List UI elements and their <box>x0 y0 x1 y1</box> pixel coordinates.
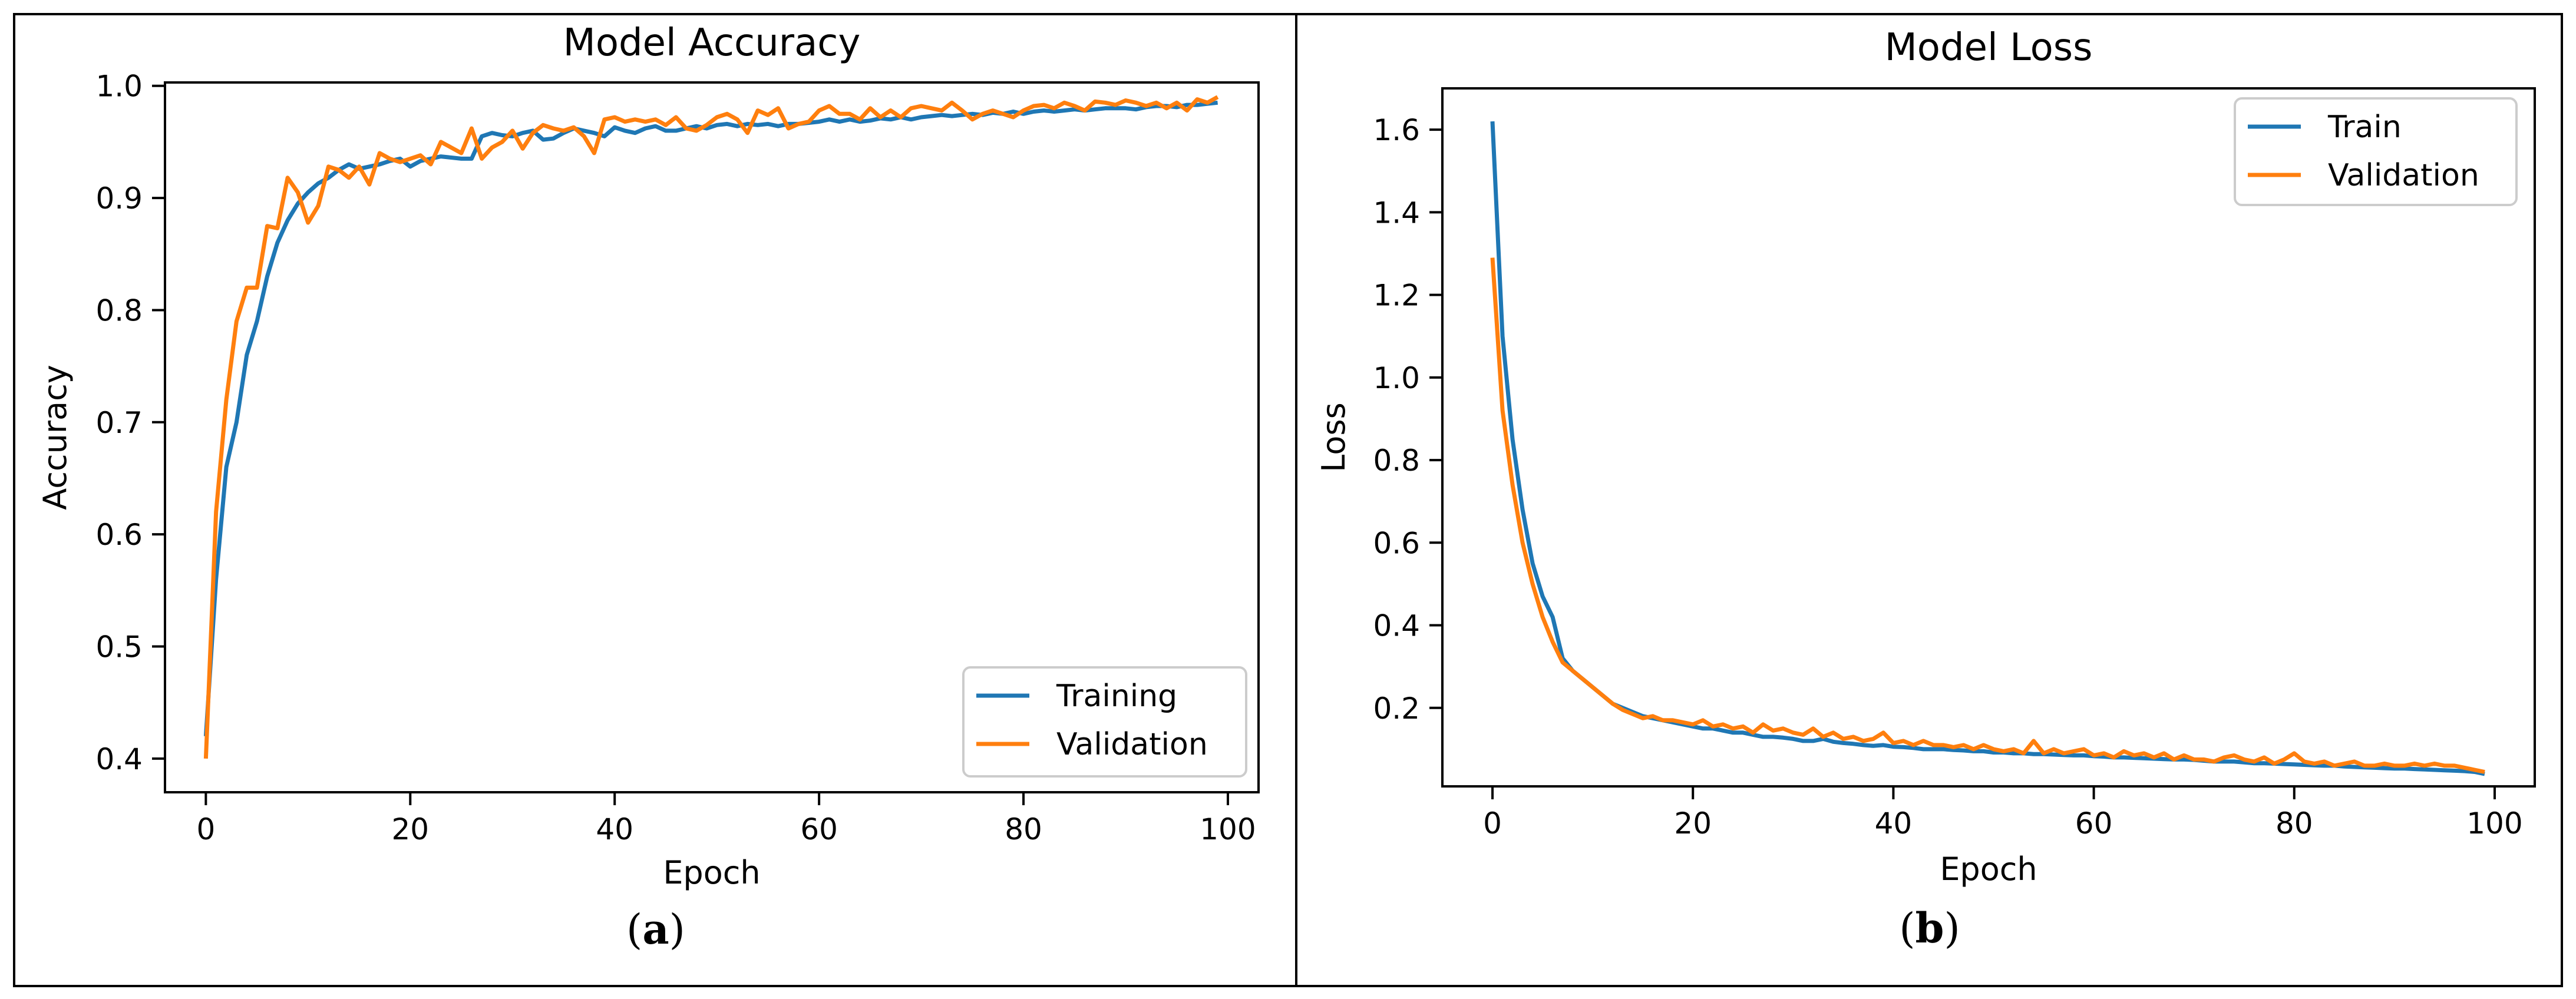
y-tick-label: 1.0 <box>1373 361 1420 395</box>
y-tick-label: 1.4 <box>1373 196 1420 230</box>
caption-letter: b <box>1916 904 1944 952</box>
caption-close-paren: ) <box>1944 904 1960 952</box>
series-line-validation <box>203 95 1219 759</box>
caption-open-paren: ( <box>626 905 642 954</box>
y-axis-label: Accuracy <box>37 365 74 510</box>
y-axis-label: Loss <box>1315 402 1352 472</box>
y-tick-label: 1.2 <box>1373 279 1420 313</box>
legend-box <box>2234 97 2518 206</box>
legend-label-validation: Validation <box>1056 727 1208 762</box>
chart-title: Model Accuracy <box>563 21 861 65</box>
x-tick-label: 40 <box>1875 806 1913 841</box>
y-tick-label: 0.9 <box>95 181 143 216</box>
y-tick-label: 0.7 <box>95 406 143 440</box>
legend-label-validation: Validation <box>2328 158 2479 193</box>
legend-label-training: Training <box>1056 679 1177 714</box>
x-tick-label: 80 <box>2276 806 2313 841</box>
plot-area-frame <box>1441 87 2536 788</box>
x-tick-label: 100 <box>2466 806 2522 841</box>
accuracy-panel: Model Accuracy 0 20 40 60 80 100 0.4 0.5 0.6 0.7 0.… <box>37 21 1260 954</box>
y-tick-label: 0.6 <box>1373 526 1420 560</box>
x-tick-label: 20 <box>1674 806 1712 841</box>
y-tick-label: 0.6 <box>95 518 143 552</box>
x-tick-label: 60 <box>2075 806 2113 841</box>
chart-title: Model Loss <box>1885 26 2093 70</box>
panel-caption: (a) <box>626 905 685 954</box>
legend-label-train: Train <box>2327 110 2402 145</box>
x-tick-label: 0 <box>1483 806 1502 841</box>
x-axis-label: Epoch <box>1940 851 2037 888</box>
series-line-validation <box>1490 257 2485 774</box>
caption-letter: a <box>642 905 669 954</box>
x-tick-label: 100 <box>1200 812 1256 846</box>
y-tick-label: 0.8 <box>95 293 143 328</box>
y-tick-label: 1.0 <box>95 70 143 104</box>
x-tick-label: 40 <box>596 812 633 846</box>
y-tick-label: 0.2 <box>1373 692 1420 726</box>
x-tick-label: 20 <box>391 812 429 846</box>
y-tick-label: 0.5 <box>95 630 143 664</box>
x-tick-label: 0 <box>196 812 215 846</box>
x-axis-label: Epoch <box>663 854 760 891</box>
legend: Train Validation <box>2234 97 2518 206</box>
y-tick-label: 1.6 <box>1373 113 1420 147</box>
y-tick-label: 0.4 <box>95 742 143 776</box>
legend-box <box>962 666 1247 778</box>
legend: Training Validation <box>962 666 1247 778</box>
panel-caption: (b) <box>1899 904 1960 952</box>
x-tick-label: 80 <box>1005 812 1042 846</box>
figure-frame <box>13 13 2563 987</box>
caption-close-paren: ) <box>669 905 685 954</box>
caption-open-paren: ( <box>1899 904 1915 952</box>
y-tick-label: 0.8 <box>1373 444 1420 478</box>
loss-panel: Model Loss 0 20 40 60 80 100 0.2 0.4 0.6 0.8 1.0 1.2… <box>1315 26 2536 952</box>
y-tick-label: 0.4 <box>1373 609 1420 643</box>
plot-area-frame <box>164 81 1260 793</box>
x-tick-label: 60 <box>800 812 838 846</box>
